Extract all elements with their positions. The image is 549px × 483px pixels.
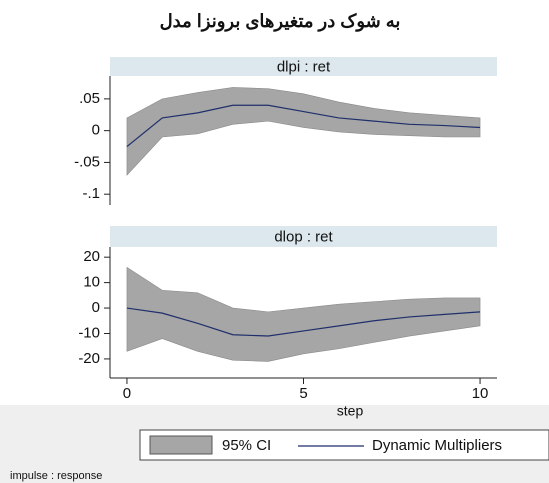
panel-title: dlpi : ret bbox=[277, 58, 331, 75]
y-tick-label: 10 bbox=[83, 274, 100, 291]
panel-header bbox=[110, 57, 497, 76]
panel-title: dlop : ret bbox=[274, 228, 333, 245]
y-tick-label: -.05 bbox=[74, 153, 100, 170]
line bbox=[126, 307, 481, 337]
y-tick-label: -20 bbox=[78, 350, 100, 367]
y-tick-label: 20 bbox=[83, 248, 100, 265]
panel-header bbox=[110, 226, 497, 247]
x-tick-label: 5 bbox=[299, 385, 307, 402]
x-axis-label: step bbox=[337, 403, 364, 419]
chart-title: به شوک در متغیرهای برونزا مدل bbox=[160, 11, 401, 32]
y-tick-label: -10 bbox=[78, 324, 100, 341]
x-tick-label: 0 bbox=[123, 385, 131, 402]
y-tick-label: .05 bbox=[79, 90, 100, 107]
ci-band bbox=[126, 266, 481, 362]
y-tick-label: 0 bbox=[92, 299, 100, 316]
y-tick-label: -.1 bbox=[82, 185, 100, 202]
ci-band bbox=[126, 87, 481, 176]
legend-swatch bbox=[149, 435, 213, 455]
legend-label: 95% CI bbox=[222, 437, 271, 454]
legend-label: Dynamic Multipliers bbox=[372, 437, 502, 454]
y-tick-label: 0 bbox=[92, 122, 100, 139]
x-tick-label: 10 bbox=[472, 385, 489, 402]
line bbox=[126, 104, 481, 148]
note: impulse : response bbox=[10, 470, 102, 482]
